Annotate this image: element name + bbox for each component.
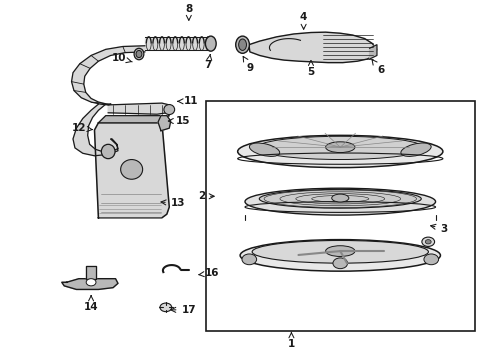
Ellipse shape xyxy=(326,246,355,256)
Text: 8: 8 xyxy=(185,4,193,21)
Bar xyxy=(206,101,475,330)
Polygon shape xyxy=(62,279,118,289)
Circle shape xyxy=(424,254,439,265)
Text: 6: 6 xyxy=(372,60,384,76)
Ellipse shape xyxy=(259,189,421,208)
Polygon shape xyxy=(95,123,169,218)
Ellipse shape xyxy=(164,104,174,114)
Text: 11: 11 xyxy=(178,96,198,106)
Ellipse shape xyxy=(236,36,249,53)
Text: 10: 10 xyxy=(112,53,132,63)
Text: 1: 1 xyxy=(288,333,295,348)
Polygon shape xyxy=(249,32,377,63)
Polygon shape xyxy=(108,103,172,114)
Text: 14: 14 xyxy=(84,296,98,312)
Text: 15: 15 xyxy=(169,116,190,126)
Circle shape xyxy=(422,237,435,247)
Ellipse shape xyxy=(252,240,428,263)
Text: 9: 9 xyxy=(243,57,253,73)
Ellipse shape xyxy=(326,142,355,153)
Text: 17: 17 xyxy=(171,305,196,315)
Ellipse shape xyxy=(256,136,424,159)
Polygon shape xyxy=(98,116,169,123)
Ellipse shape xyxy=(205,36,216,51)
Ellipse shape xyxy=(101,144,115,159)
Polygon shape xyxy=(145,37,211,50)
Ellipse shape xyxy=(121,159,143,179)
Text: 2: 2 xyxy=(197,191,214,201)
Text: 12: 12 xyxy=(72,123,92,133)
Ellipse shape xyxy=(238,135,443,168)
Text: 4: 4 xyxy=(300,13,307,29)
Ellipse shape xyxy=(401,143,431,156)
Ellipse shape xyxy=(240,240,441,271)
Ellipse shape xyxy=(136,50,142,58)
Ellipse shape xyxy=(332,194,349,202)
Text: 3: 3 xyxy=(431,224,448,234)
Ellipse shape xyxy=(239,39,246,50)
Circle shape xyxy=(333,258,347,269)
Ellipse shape xyxy=(245,188,436,215)
Circle shape xyxy=(425,240,431,244)
Text: 13: 13 xyxy=(161,198,185,208)
Ellipse shape xyxy=(134,48,144,60)
Text: 5: 5 xyxy=(307,60,315,77)
Circle shape xyxy=(86,279,96,286)
Polygon shape xyxy=(73,104,118,156)
Ellipse shape xyxy=(249,143,280,156)
Text: 16: 16 xyxy=(199,268,220,278)
Circle shape xyxy=(160,303,172,312)
Polygon shape xyxy=(86,266,96,279)
Polygon shape xyxy=(158,116,171,131)
Polygon shape xyxy=(369,45,377,59)
Text: 7: 7 xyxy=(205,54,212,70)
Polygon shape xyxy=(72,46,145,105)
Circle shape xyxy=(242,254,257,265)
